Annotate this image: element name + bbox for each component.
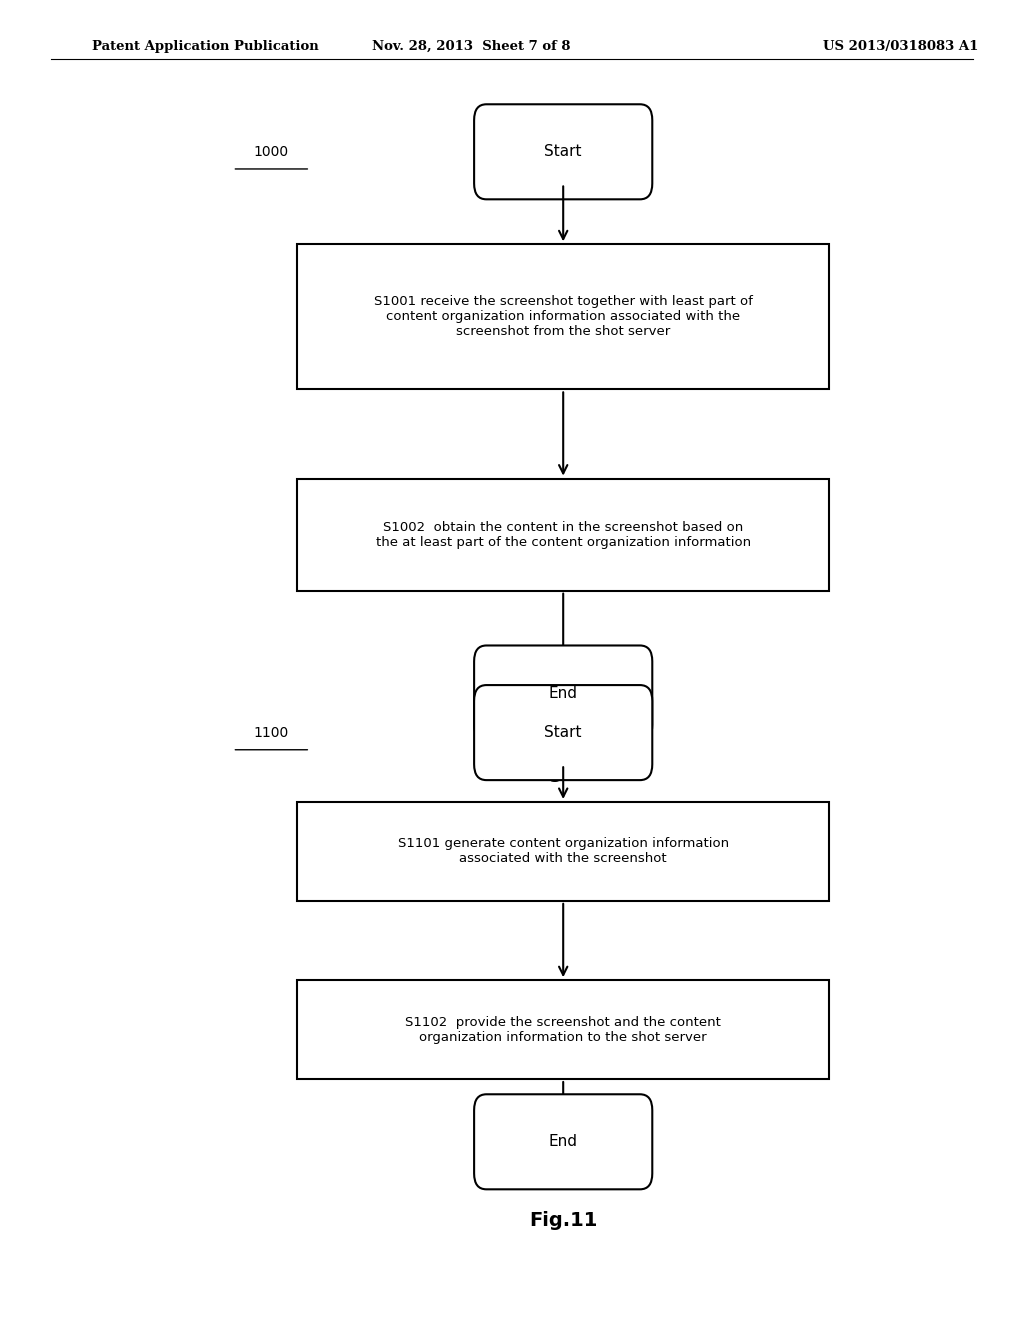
Bar [297, 801, 829, 900]
Bar [297, 479, 829, 591]
Text: S1102  provide the screenshot and the content
organization information to the sh: S1102 provide the screenshot and the con… [406, 1015, 721, 1044]
Bar [297, 244, 829, 389]
Text: 1100: 1100 [254, 726, 289, 739]
Text: S1101 generate content organization information
associated with the screenshot: S1101 generate content organization info… [397, 837, 729, 866]
FancyBboxPatch shape [474, 685, 652, 780]
Text: S1001 receive the screenshot together with least part of
content organization in: S1001 receive the screenshot together wi… [374, 296, 753, 338]
Text: Fig.10: Fig.10 [529, 763, 597, 781]
Bar [297, 979, 829, 1080]
Text: Start: Start [545, 144, 582, 160]
Text: Fig.11: Fig.11 [529, 1212, 597, 1230]
FancyBboxPatch shape [474, 104, 652, 199]
Text: End: End [549, 685, 578, 701]
FancyBboxPatch shape [474, 1094, 652, 1189]
Text: Nov. 28, 2013  Sheet 7 of 8: Nov. 28, 2013 Sheet 7 of 8 [372, 40, 570, 53]
Text: End: End [549, 1134, 578, 1150]
FancyBboxPatch shape [474, 645, 652, 741]
Text: US 2013/0318083 A1: US 2013/0318083 A1 [823, 40, 979, 53]
Text: 1000: 1000 [254, 145, 289, 158]
Text: S1002  obtain the content in the screenshot based on
the at least part of the co: S1002 obtain the content in the screensh… [376, 520, 751, 549]
Text: Patent Application Publication: Patent Application Publication [92, 40, 318, 53]
Text: Start: Start [545, 725, 582, 741]
